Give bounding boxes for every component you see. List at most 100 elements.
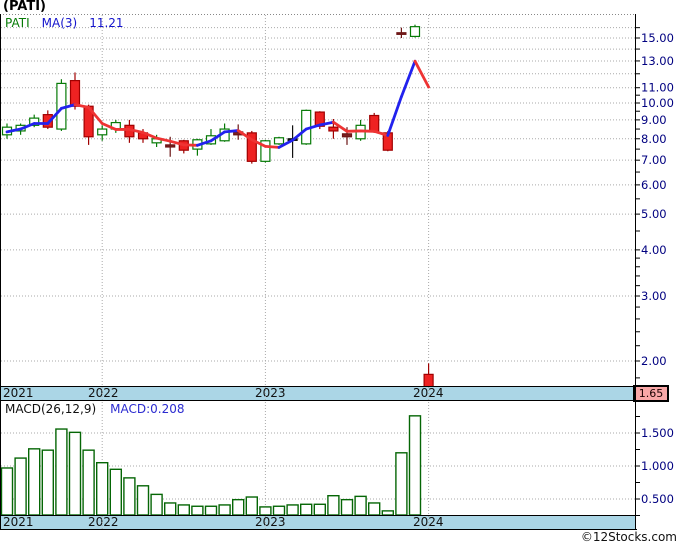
- year-label-2022: 2022: [88, 386, 119, 400]
- price-axis-label: 8.00: [641, 132, 667, 146]
- ma3-segment: [209, 130, 227, 143]
- main-chart-legend: PATI MA(3) 11.21: [5, 16, 124, 30]
- macd-bar: [191, 505, 204, 516]
- ma3-line: [5, 59, 431, 149]
- ma3-segment: [223, 129, 240, 134]
- macd-axis-label: 1.500: [641, 426, 674, 440]
- macd-indicator-label: MACD(26,12,9): [5, 402, 97, 416]
- price-axis-label: 9.00: [641, 113, 667, 127]
- macd-bar: [136, 485, 150, 516]
- candle-body: [369, 114, 380, 133]
- panel-borders: [0, 14, 637, 530]
- macd-bar: [28, 448, 41, 516]
- candle-body: [355, 124, 366, 140]
- candle-body: [15, 124, 26, 132]
- main-x-axis-band: 2021 2022 2023 2024: [0, 387, 635, 400]
- macd-bar: [150, 493, 163, 516]
- candle-body: [151, 138, 162, 144]
- macd-legend: MACD(26,12,9) MACD:0.208: [5, 402, 185, 416]
- macd-bar: [340, 498, 354, 516]
- candle-body: [97, 128, 108, 136]
- ma3-segment: [413, 59, 431, 89]
- candle-body: [396, 32, 407, 35]
- macd-bar: [95, 462, 109, 516]
- candle-body: [273, 137, 285, 145]
- macd-bar: [327, 495, 340, 516]
- year-label-2024: 2024: [413, 515, 444, 529]
- ma3-segment: [127, 128, 145, 134]
- price-axis-label: 11.00: [641, 81, 674, 95]
- macd-bar: [204, 505, 218, 516]
- ma3-segment: [277, 138, 295, 149]
- candle-body: [287, 138, 298, 141]
- year-label-2023: 2023: [255, 386, 286, 400]
- macd-bar: [300, 503, 313, 516]
- ma3-segment: [250, 138, 267, 148]
- candle-body: [260, 140, 271, 162]
- macd-bar: [14, 457, 27, 516]
- year-label-2023: 2023: [255, 515, 286, 529]
- price-axis-label: 15.00: [641, 31, 674, 45]
- ma-indicator-label: MA(3): [41, 16, 78, 30]
- candle-body: [301, 109, 312, 145]
- candle-body: [29, 117, 40, 126]
- macd-bar: [68, 431, 82, 516]
- candle-body: [137, 132, 149, 140]
- ma-indicator-value: 11.21: [89, 16, 124, 30]
- ma3-segment: [331, 120, 349, 133]
- macd-bar: [177, 504, 191, 516]
- macd-indicator-value: MACD:0.208: [110, 402, 185, 416]
- candlesticks: [1, 24, 434, 387]
- candle-body: [341, 133, 353, 138]
- candle-body: [56, 82, 67, 130]
- macd-axis-label: 0.500: [641, 492, 674, 506]
- year-label-2022: 2022: [88, 515, 119, 529]
- macd-bar: [82, 449, 95, 516]
- ma3-segment: [87, 105, 104, 125]
- macd-bar: [272, 505, 286, 516]
- price-axis-label: 2.00: [641, 354, 667, 368]
- candle-body: [233, 131, 244, 136]
- candle-body: [124, 124, 135, 138]
- macd-bar: [313, 503, 326, 516]
- page-title: (PATI): [3, 0, 46, 14]
- last-price-badge: 1.65: [633, 385, 669, 402]
- macd-bar: [231, 498, 245, 516]
- year-label-2021: 2021: [3, 386, 34, 400]
- macd-bar: [109, 468, 123, 516]
- ma3-segment: [5, 127, 23, 134]
- candle-body: [328, 126, 339, 132]
- macd-axis: 1.500 1.000 0.500: [635, 416, 674, 516]
- candle-body: [165, 144, 176, 148]
- price-axis-label: 13.00: [641, 54, 674, 68]
- ma3-segment: [372, 129, 390, 137]
- ma3-segment: [318, 120, 335, 127]
- year-label-2021: 2021: [3, 515, 34, 529]
- price-axis-label: 4.00: [641, 243, 667, 257]
- macd-bar: [163, 502, 177, 516]
- macd-bar: [395, 452, 408, 516]
- ma3-segment: [141, 131, 159, 140]
- ma3-segment: [46, 106, 63, 125]
- ma3-segment: [155, 136, 172, 143]
- ma3-segment: [168, 139, 186, 147]
- macd-histogram: [0, 415, 422, 516]
- candle-body: [219, 128, 230, 142]
- ma3-segment: [263, 144, 281, 149]
- ma3-segment: [60, 103, 77, 110]
- macd-bar: [245, 496, 259, 516]
- ma3-segment: [304, 123, 322, 131]
- candle-body: [246, 132, 257, 162]
- candle-body: [110, 121, 121, 130]
- macd-x-axis-band: 2021 2022 2023 2024: [0, 516, 635, 529]
- candle-body: [192, 139, 203, 150]
- candle-body: [178, 140, 189, 151]
- candle-body: [382, 132, 393, 151]
- macd-bar: [408, 415, 422, 516]
- ma3-segment: [195, 139, 213, 147]
- site-credit-link[interactable]: ©12Stocks.com: [580, 530, 677, 544]
- candle-body: [409, 26, 421, 38]
